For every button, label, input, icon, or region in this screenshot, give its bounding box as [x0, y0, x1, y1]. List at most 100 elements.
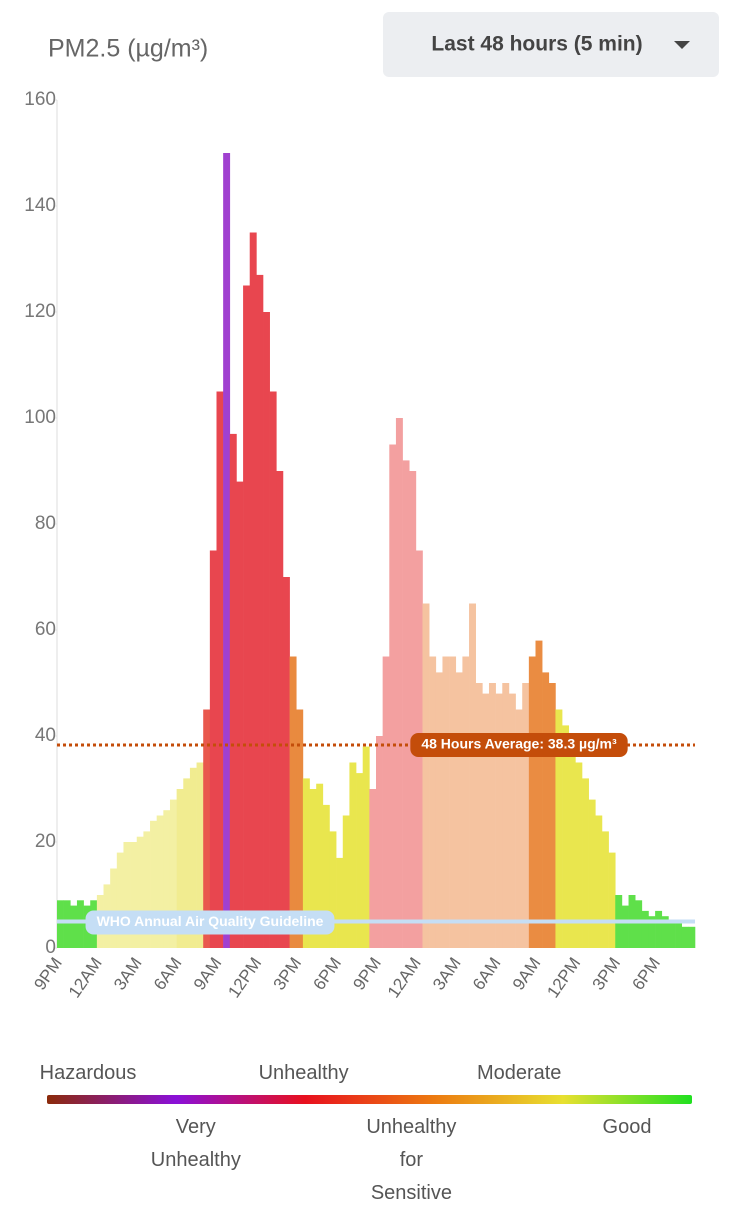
bar: [402, 460, 410, 948]
bar: [601, 831, 609, 948]
bar: [675, 921, 683, 948]
y-tick-label: 120: [24, 301, 56, 322]
bar: [389, 444, 397, 948]
y-tick-label: 60: [35, 619, 56, 640]
aqi-label: Unhealthy for Sensitive: [366, 1116, 457, 1204]
bar: [435, 672, 443, 948]
bar: [282, 577, 290, 948]
bar: [409, 471, 417, 948]
bar: [681, 926, 689, 948]
x-tick-label: 3AM: [429, 954, 465, 994]
chart: PM2.5 (µg/m³) Last 48 hours (5 min) 0 20 4…: [24, 12, 719, 1001]
bar: [63, 900, 71, 948]
bar: [688, 926, 696, 948]
bar: [422, 603, 430, 948]
bar: [169, 799, 177, 948]
bar: [548, 683, 556, 948]
bar: [582, 778, 589, 948]
bar: [462, 656, 470, 948]
bar: [535, 640, 543, 948]
bar: [442, 656, 450, 948]
bar: [309, 789, 317, 948]
bar: [555, 709, 563, 948]
x-tick-label: 12AM: [384, 954, 425, 1001]
bar: [655, 910, 663, 948]
bar: [668, 921, 676, 948]
y-tick-label: 0: [45, 937, 56, 958]
bar: [528, 656, 536, 948]
y-tick-label: 40: [35, 725, 56, 746]
x-tick-label: 6AM: [469, 954, 505, 994]
range-dropdown[interactable]: Last 48 hours (5 min): [383, 12, 719, 77]
dropdown-arrow[interactable]: [674, 41, 690, 49]
dropdown-box[interactable]: [383, 12, 719, 77]
bar: [223, 153, 231, 948]
bar: [508, 693, 516, 948]
bar: [488, 683, 496, 948]
bar: [289, 656, 297, 948]
bar: [635, 900, 643, 948]
bar: [329, 831, 337, 948]
aqi-label: Hazardous: [39, 1062, 137, 1084]
bar: [176, 789, 184, 948]
bar: [369, 789, 377, 948]
bar: [595, 815, 603, 948]
bar: [376, 736, 383, 948]
bar: [116, 852, 124, 948]
bar: [661, 916, 669, 948]
chart-title: PM2.5 (µg/m³): [48, 35, 208, 63]
bar: [362, 746, 370, 948]
bar: [575, 762, 583, 948]
bar: [495, 693, 503, 948]
bar: [562, 725, 570, 948]
x-tick-label: 6AM: [150, 954, 186, 994]
y-tick-label: 20: [35, 831, 56, 852]
bar: [568, 736, 576, 948]
y-tick-label: 100: [24, 407, 56, 428]
bar: [189, 767, 197, 948]
x-tick-label: 9PM: [30, 954, 66, 994]
reference-label-box: [85, 910, 335, 935]
bar: [302, 778, 310, 948]
bar: [130, 842, 138, 948]
bar: [156, 815, 164, 948]
dropdown-label[interactable]: Last 48 hours (5 min): [431, 33, 642, 56]
x-tick-label: 12PM: [543, 954, 584, 1001]
bar: [150, 820, 157, 948]
bar: [475, 683, 483, 948]
aqi-label: Very Unhealthy: [150, 1116, 241, 1171]
bar: [502, 683, 510, 948]
bar: [349, 762, 357, 948]
bar: [522, 683, 530, 948]
bar: [395, 418, 403, 948]
bar: [136, 836, 144, 948]
bar: [249, 232, 257, 948]
bar: [209, 550, 217, 948]
aqi-label: Good: [602, 1116, 652, 1138]
x-tick-label: 3PM: [589, 954, 625, 994]
bar: [229, 433, 237, 948]
bar: [322, 804, 330, 948]
bar: [648, 916, 656, 948]
bar: [76, 900, 84, 948]
bar: [542, 672, 550, 948]
reference-label-text: 48 Hours Average: 38.3 µg/m³: [421, 736, 617, 752]
y-tick-label: 140: [24, 195, 56, 216]
bar: [515, 709, 523, 948]
x-tick-label: 12PM: [224, 954, 265, 1001]
bar: [588, 799, 596, 948]
reference-label-box: [410, 733, 628, 758]
bar: [243, 285, 251, 948]
bar: [236, 481, 244, 948]
bar: [163, 810, 171, 948]
bar: [316, 783, 324, 948]
bar: [110, 868, 118, 948]
bar: [356, 773, 364, 948]
reference-label: 48 Hours Average: 38.3 µg/m³: [410, 733, 628, 758]
bar: [183, 778, 191, 948]
bar: [482, 693, 490, 948]
aqi-label: Moderate: [476, 1062, 562, 1084]
bar: [216, 391, 224, 948]
bar: [382, 656, 390, 948]
reference-label: WHO Annual Air Quality Guideline: [85, 910, 335, 935]
